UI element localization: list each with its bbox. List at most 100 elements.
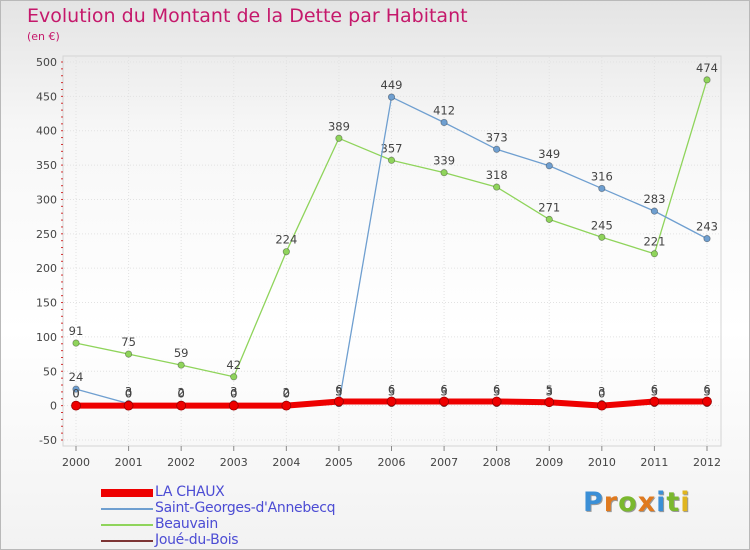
y-tick-label: 0 — [50, 400, 57, 413]
data-point — [703, 76, 711, 84]
data-label: 24 — [69, 370, 84, 384]
data-point — [228, 400, 239, 411]
data-point — [335, 134, 343, 142]
data-label: 0 — [125, 387, 132, 401]
x-tick-label: 2009 — [535, 456, 563, 469]
data-label: 0 — [125, 387, 132, 401]
data-label: 412 — [433, 103, 455, 117]
y-tick-label: 450 — [36, 90, 57, 103]
data-label: 6 — [703, 383, 710, 397]
data-label: 3 — [651, 385, 658, 399]
data-label: 91 — [69, 324, 84, 338]
data-point — [493, 183, 501, 191]
data-label: 474 — [696, 61, 718, 75]
data-point — [386, 396, 397, 407]
x-tick-label: 2011 — [640, 456, 668, 469]
data-point — [281, 400, 292, 411]
data-label: 221 — [643, 235, 665, 249]
data-point — [649, 396, 660, 407]
data-point — [440, 169, 448, 177]
series-la-chaux: 0 0 0 0 0 6 6 6 6 5 0 6 6 — [71, 383, 712, 411]
data-point — [545, 162, 553, 170]
data-label: 2 — [178, 385, 185, 399]
data-point — [596, 400, 607, 411]
data-label: 0 — [72, 387, 79, 401]
data-label: 3 — [440, 385, 447, 399]
logo-letter: t — [666, 487, 681, 518]
data-label: 0 — [178, 387, 185, 401]
legend-swatch — [101, 524, 153, 526]
x-tick-label: 2012 — [693, 456, 721, 469]
data-point — [702, 396, 712, 407]
y-tick-label: 200 — [36, 262, 57, 275]
y-tick-label: 50 — [43, 365, 57, 378]
legend-label: Saint-Georges-d'Annebecq — [155, 500, 336, 516]
data-point — [545, 215, 553, 223]
x-tick-label: 2005 — [325, 456, 353, 469]
data-point — [703, 235, 711, 243]
x-tick-label: 2004 — [272, 456, 300, 469]
legend-swatch — [101, 489, 153, 497]
logo-letter: o — [618, 487, 638, 518]
data-label: 0 — [72, 387, 79, 401]
data-label: 3 — [230, 385, 237, 399]
data-label: 6 — [335, 383, 342, 397]
data-label: 0 — [230, 387, 237, 401]
x-tick-label: 2007 — [430, 456, 458, 469]
data-label: 0 — [598, 387, 605, 401]
data-label: 3 — [335, 385, 342, 399]
y-tick-label: 300 — [36, 193, 57, 206]
data-point — [124, 350, 133, 358]
data-label: 3 — [493, 385, 500, 399]
data-label: 357 — [381, 141, 403, 155]
y-tick-label: 150 — [36, 297, 57, 310]
data-label: 271 — [538, 200, 560, 214]
data-point — [123, 400, 134, 411]
data-label: 6 — [388, 383, 395, 397]
data-label: 75 — [121, 335, 136, 349]
data-label: 2 — [283, 385, 290, 399]
data-label: 349 — [538, 147, 560, 161]
data-label: 3 — [703, 385, 710, 399]
data-label: 389 — [328, 119, 350, 133]
data-point — [598, 233, 606, 241]
series-beauvain: 91 75 59 42 224 389 357 339 318 271 245 221 474 — [69, 61, 718, 381]
x-tick-label: 2003 — [220, 456, 248, 469]
data-point — [491, 396, 502, 407]
chart-subtitle: (en €) — [27, 30, 60, 43]
data-label: 339 — [433, 154, 455, 168]
y-tick-label: 250 — [36, 228, 57, 241]
data-point — [282, 248, 290, 256]
data-point — [650, 250, 659, 258]
logo-letter: i — [680, 487, 691, 518]
y-tick-label: 400 — [36, 125, 57, 138]
data-point — [230, 373, 238, 381]
y-tick-label: -50 — [39, 434, 57, 447]
data-label: 3 — [335, 385, 342, 399]
legend-label: Joué-du-Bois — [155, 532, 239, 548]
legend-swatch — [101, 540, 153, 542]
data-point — [440, 118, 448, 127]
x-tick-label: 2000 — [62, 456, 90, 469]
legend-label: Beauvain — [155, 516, 218, 532]
data-label: 3 — [598, 385, 605, 399]
data-point — [72, 339, 80, 347]
y-tick-label: 100 — [36, 331, 57, 344]
data-label: 0 — [283, 387, 290, 401]
data-label: 5 — [546, 383, 553, 397]
data-point — [493, 145, 501, 153]
legend-swatch — [101, 508, 153, 510]
data-label: 0 — [230, 387, 237, 401]
data-label: 3 — [546, 385, 553, 399]
data-label: 6 — [651, 383, 658, 397]
logo-letter: i — [656, 487, 667, 518]
data-point — [650, 207, 659, 215]
x-tick-label: 2008 — [483, 456, 511, 469]
data-label: 3 — [388, 385, 395, 399]
data-point — [177, 361, 185, 369]
data-point — [544, 397, 555, 408]
x-tick-label: 2006 — [378, 456, 406, 469]
data-label: 243 — [696, 220, 718, 234]
